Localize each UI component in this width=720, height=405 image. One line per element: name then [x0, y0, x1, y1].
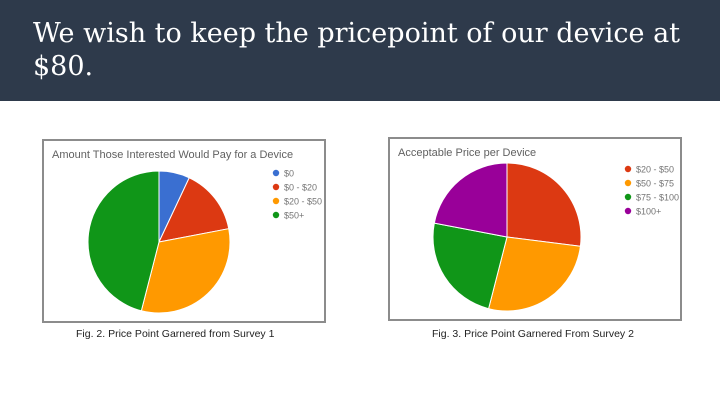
chart-2-legend-label-3: $100+	[636, 207, 661, 217]
chart-1-legend-marker-1	[272, 183, 280, 191]
chart-1-legend-marker-2	[272, 197, 280, 205]
chart-2-legend-label-2: $75 - $100	[636, 193, 679, 203]
chart-1-slice-1	[158, 177, 230, 243]
chart-2-slice-1	[487, 236, 581, 312]
pie-chart-survey-2: $20 - $50 $50 - $75 $75 - $100 $100+ Accept…	[388, 137, 682, 321]
chart-2-legend-marker-0	[624, 165, 632, 173]
chart-2-slice-0	[506, 162, 582, 247]
chart-2-slice-3	[433, 162, 508, 238]
chart-2-legend-marker-2	[624, 193, 632, 201]
chart-1-title: Amount Those Interested Would Pay for a …	[52, 149, 294, 161]
figure-3-caption: Fig. 3. Price Point Garnered From Survey…	[432, 328, 634, 340]
chart-1-legend-label-0: $0	[284, 169, 294, 179]
chart-2-slice-2	[432, 222, 508, 310]
pie-chart-1-svg: $0 $0 - $20 $20 - $50 $50+	[87, 169, 322, 314]
chart-1-legend-label-1: $0 - $20	[284, 183, 317, 193]
slide-title: We wish to keep the pricepoint of our de…	[33, 18, 681, 82]
chart-2-legend-marker-3	[624, 207, 632, 215]
pie-chart-2-svg: $20 - $50 $50 - $75 $75 - $100 $100+	[432, 162, 679, 312]
chart-1-slice-3	[87, 170, 160, 312]
chart-1-legend-label-2: $20 - $50	[284, 197, 322, 207]
chart-1-slice-2	[140, 228, 231, 314]
chart-2-legend-label-0: $20 - $50	[636, 165, 674, 175]
chart-1-legend-label-3: $50+	[284, 211, 304, 221]
chart-1-legend-marker-0	[272, 169, 280, 177]
title-bar: We wish to keep the pricepoint of our de…	[0, 0, 720, 101]
chart-2-legend-marker-1	[624, 179, 632, 187]
figure-2-caption: Fig. 2. Price Point Garnered from Survey…	[76, 328, 275, 340]
chart-2-legend-label-1: $50 - $75	[636, 179, 674, 189]
chart-1-legend-marker-3	[272, 211, 280, 219]
chart-2-title: Acceptable Price per Device	[398, 147, 537, 159]
pie-chart-survey-1: $0 $0 - $20 $20 - $50 $50+ Amount Those Int…	[42, 139, 326, 323]
